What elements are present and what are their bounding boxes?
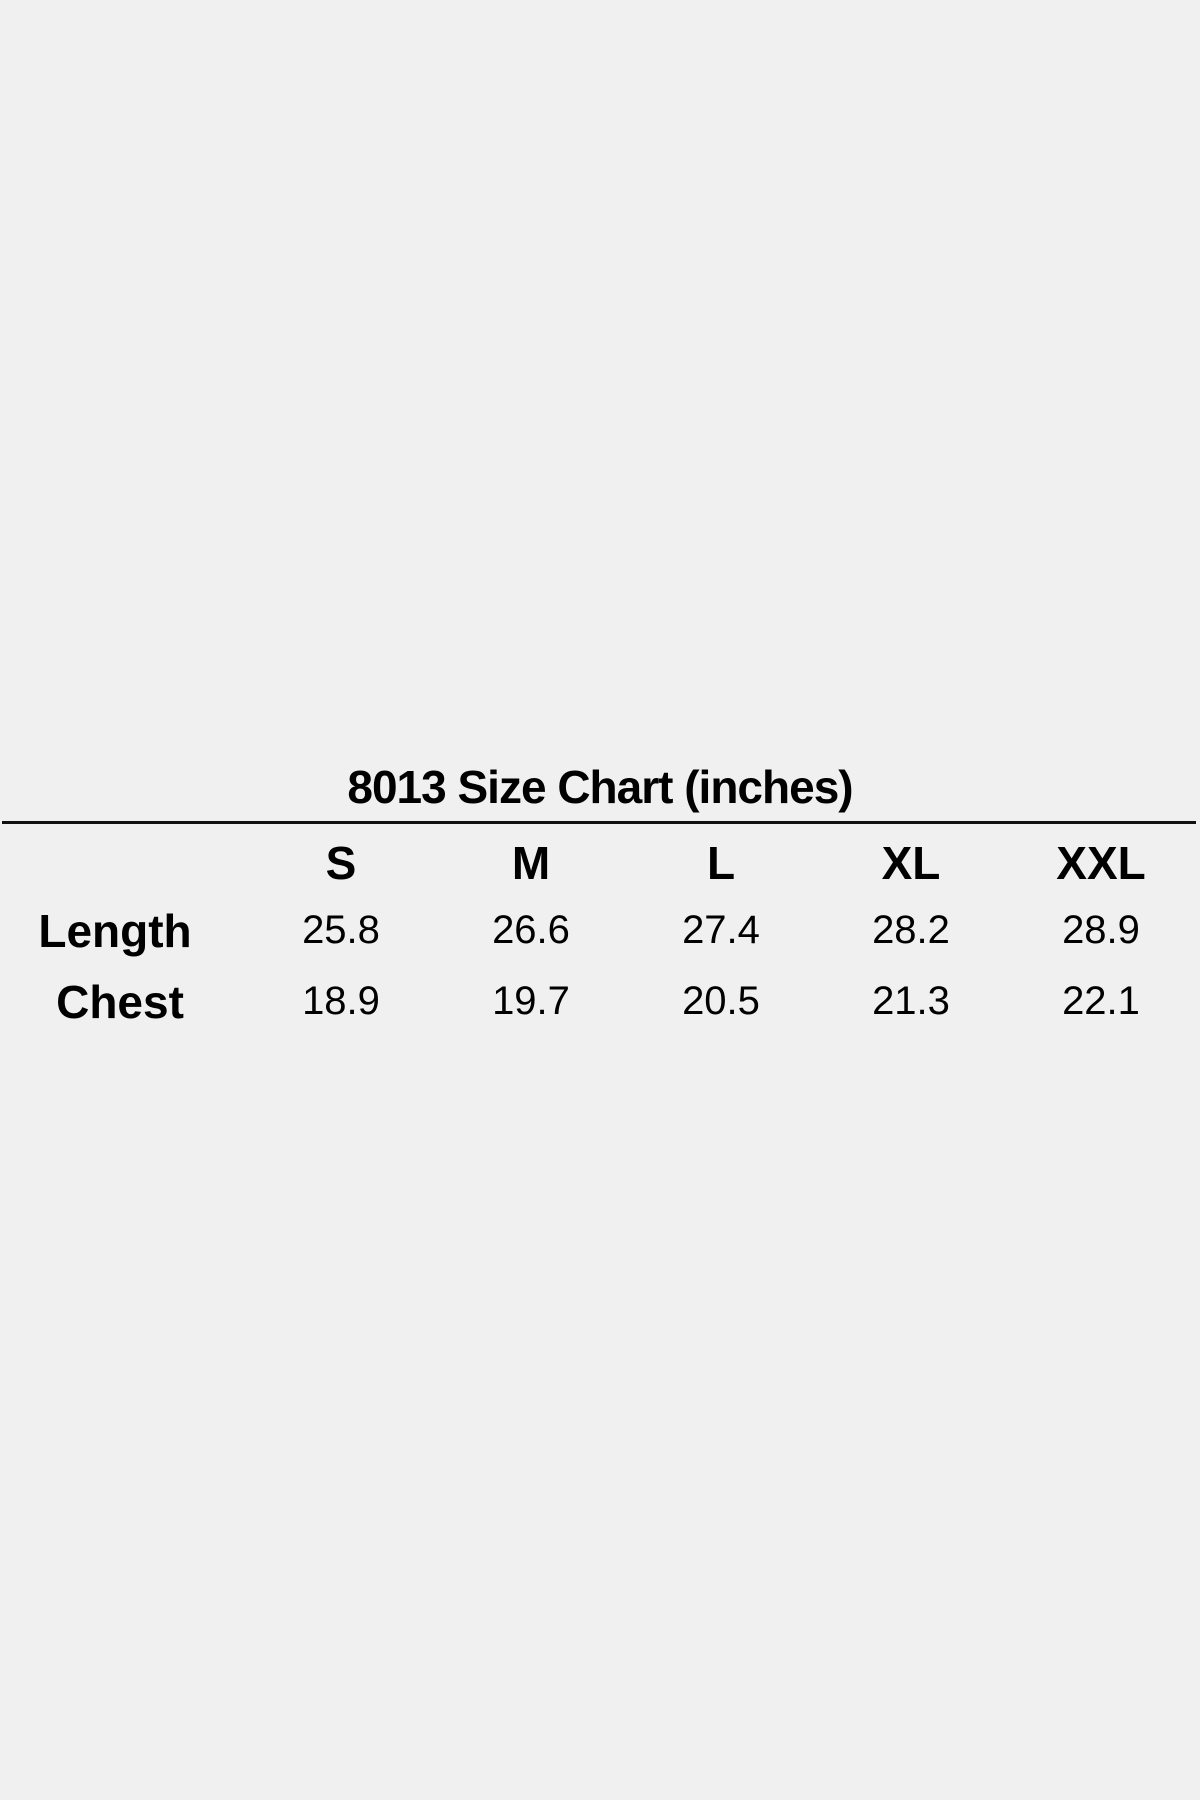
table-cell: 26.6: [492, 908, 570, 952]
table-cell: 22.1: [1062, 979, 1140, 1023]
size-chart-title: 8013 Size Chart (inches): [347, 761, 853, 813]
size-header-s: S: [325, 837, 357, 889]
table-cell: 19.7: [492, 979, 570, 1023]
title-divider: [2, 821, 1196, 824]
size-header-xxl: XXL: [1056, 837, 1146, 889]
size-header-m: M: [511, 837, 551, 889]
table-cell: 27.4: [682, 908, 760, 952]
table-cell: 18.9: [302, 979, 380, 1023]
size-header-l: L: [706, 837, 736, 889]
row-label-chest: Chest: [56, 976, 184, 1028]
table-cell: 21.3: [872, 979, 950, 1023]
table-cell: 28.9: [1062, 908, 1140, 952]
table-cell: 25.8: [302, 908, 380, 952]
table-cell: 28.2: [872, 908, 950, 952]
row-label-length: Length: [38, 905, 192, 957]
table-cell: 20.5: [682, 979, 760, 1023]
size-header-xl: XL: [881, 837, 941, 889]
